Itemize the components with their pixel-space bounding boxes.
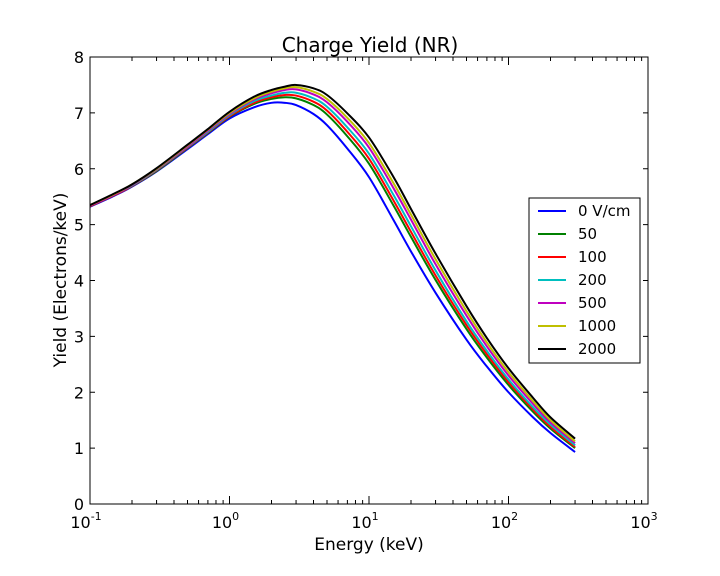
y-tick-label: 0 <box>74 495 84 514</box>
x-tick-label: 101 <box>351 510 378 532</box>
x-tick-exponent: 1 <box>372 510 379 523</box>
x-tick-exponent: 2 <box>511 510 518 523</box>
legend-label-5: 1000 <box>578 317 616 335</box>
legend-label-4: 500 <box>578 294 607 312</box>
chart-title: Charge Yield (NR) <box>282 33 459 57</box>
x-tick-exponent: -1 <box>91 510 102 523</box>
plot-frame <box>89 56 649 505</box>
y-tick-label: 8 <box>74 48 84 67</box>
x-tick-label: 103 <box>630 510 657 532</box>
x-tick-label: 100 <box>212 510 239 532</box>
y-axis-title: Yield (Electrons/keV) <box>51 193 71 369</box>
x-tick-exponent: 0 <box>232 510 239 523</box>
legend-label-1: 50 <box>578 225 597 243</box>
x-axis-title: Energy (keV) <box>314 535 424 555</box>
x-tick-base: 10 <box>630 513 650 532</box>
legend-label-3: 200 <box>578 271 607 289</box>
series-line-6 <box>89 83 576 440</box>
legend-label-2: 100 <box>578 248 607 266</box>
x-tick-label: 102 <box>491 510 518 532</box>
legend: 0 V/cm 50 100 200 500 1000 2000 <box>528 197 641 364</box>
y-tick-label: 6 <box>74 160 84 179</box>
x-tick-base: 10 <box>212 513 232 532</box>
x-tick-base: 10 <box>70 513 90 532</box>
x-tick-label: 10-1 <box>70 510 101 532</box>
y-tick-label: 4 <box>74 272 84 291</box>
x-tick-exponent: 3 <box>651 510 658 523</box>
x-tick-base: 10 <box>351 513 371 532</box>
legend-label-0: 0 V/cm <box>578 202 631 220</box>
y-tick-label: 5 <box>74 216 84 235</box>
legend-label-6: 2000 <box>578 340 616 358</box>
x-tick-base: 10 <box>491 513 511 532</box>
y-tick-label: 3 <box>74 327 84 346</box>
y-tick-label: 1 <box>74 439 84 458</box>
y-tick-label: 7 <box>74 104 84 123</box>
y-tick-label: 2 <box>74 383 84 402</box>
